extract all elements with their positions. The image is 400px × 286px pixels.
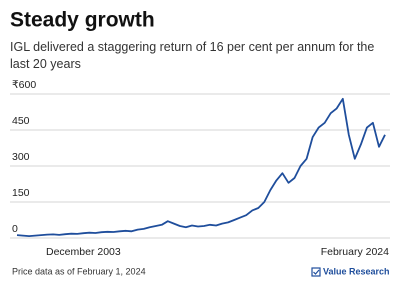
source-note: Price data as of February 1, 2024 xyxy=(12,266,146,276)
y-tick-label: 300 xyxy=(12,151,30,163)
x-tick-label: December 2003 xyxy=(46,246,121,258)
logo-icon xyxy=(311,267,321,277)
y-tick-label: ₹600 xyxy=(12,79,36,91)
logo-check xyxy=(313,269,320,275)
y-tick-label: 150 xyxy=(12,187,30,199)
price-line xyxy=(16,97,386,237)
chart-title: Steady growth xyxy=(10,9,155,32)
y-tick-label: 450 xyxy=(12,115,30,127)
chart-subtitle: IGL delivered a staggering return of 16 … xyxy=(10,40,375,71)
x-tick-label: February 2024 xyxy=(321,246,389,258)
subtitle-box: IGL delivered a staggering return of 16 … xyxy=(10,40,375,71)
logo-text: Value Research xyxy=(323,266,390,276)
y-tick-label: 0 xyxy=(12,223,18,235)
